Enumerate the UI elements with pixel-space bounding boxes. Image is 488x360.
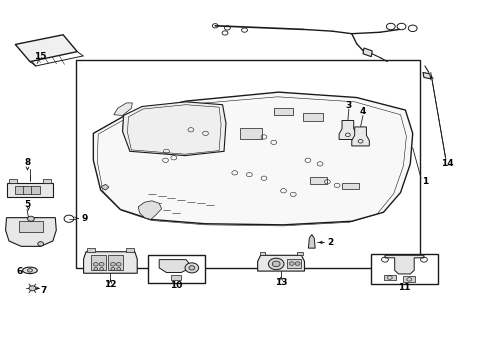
Bar (171, 275, 181, 280)
Polygon shape (114, 103, 132, 116)
Polygon shape (122, 102, 225, 156)
Bar (108, 255, 122, 270)
Bar (383, 275, 395, 280)
Polygon shape (362, 48, 371, 57)
Text: 15: 15 (34, 52, 47, 61)
Bar (148, 255, 204, 283)
Circle shape (94, 267, 98, 270)
Bar (286, 259, 300, 267)
Circle shape (268, 258, 284, 270)
Bar (303, 113, 322, 121)
Text: 5: 5 (24, 200, 30, 209)
Polygon shape (308, 234, 315, 248)
Polygon shape (338, 121, 356, 139)
Bar (9, 179, 17, 183)
Circle shape (116, 262, 121, 266)
Bar (19, 221, 43, 232)
Bar (15, 186, 23, 194)
Bar (403, 276, 414, 282)
Circle shape (111, 267, 115, 270)
Bar (91, 255, 105, 270)
Polygon shape (101, 184, 109, 190)
Polygon shape (351, 127, 368, 146)
Text: 11: 11 (397, 283, 410, 292)
Circle shape (289, 262, 294, 265)
Text: 3: 3 (345, 101, 351, 110)
Polygon shape (257, 255, 304, 271)
Text: 12: 12 (104, 280, 117, 289)
Polygon shape (83, 252, 137, 273)
Polygon shape (15, 35, 77, 62)
Ellipse shape (22, 267, 37, 274)
Polygon shape (5, 218, 56, 246)
Bar (76, 60, 419, 268)
Circle shape (295, 262, 300, 265)
Bar (341, 183, 358, 189)
Circle shape (100, 267, 103, 270)
Circle shape (93, 262, 98, 266)
Bar (126, 248, 134, 252)
Text: 10: 10 (170, 281, 182, 290)
Text: 8: 8 (24, 158, 31, 167)
Polygon shape (138, 201, 161, 220)
Text: 7: 7 (41, 285, 47, 294)
Text: 13: 13 (274, 278, 287, 287)
Text: 6: 6 (16, 267, 22, 276)
Text: 4: 4 (359, 107, 366, 116)
Circle shape (99, 262, 104, 266)
Circle shape (29, 286, 36, 291)
Circle shape (27, 216, 34, 221)
Circle shape (110, 262, 115, 266)
Circle shape (38, 242, 43, 246)
Bar (43, 179, 51, 183)
Circle shape (188, 266, 194, 270)
Text: 14: 14 (440, 159, 452, 168)
Bar (370, 253, 437, 284)
Bar (296, 252, 302, 255)
Circle shape (184, 263, 198, 273)
Bar (239, 128, 261, 139)
Polygon shape (422, 72, 430, 79)
Text: 1: 1 (421, 176, 427, 185)
Circle shape (117, 267, 121, 270)
Bar (23, 186, 32, 194)
Bar (31, 186, 40, 194)
Circle shape (27, 269, 32, 272)
Circle shape (272, 261, 280, 267)
Bar (273, 108, 293, 116)
Bar (259, 252, 265, 255)
Polygon shape (6, 183, 53, 197)
Text: 2: 2 (326, 238, 333, 247)
Bar (87, 248, 95, 252)
Polygon shape (384, 255, 423, 274)
Polygon shape (93, 92, 412, 225)
Text: 9: 9 (81, 214, 87, 223)
Polygon shape (159, 260, 188, 273)
Bar (310, 177, 327, 184)
